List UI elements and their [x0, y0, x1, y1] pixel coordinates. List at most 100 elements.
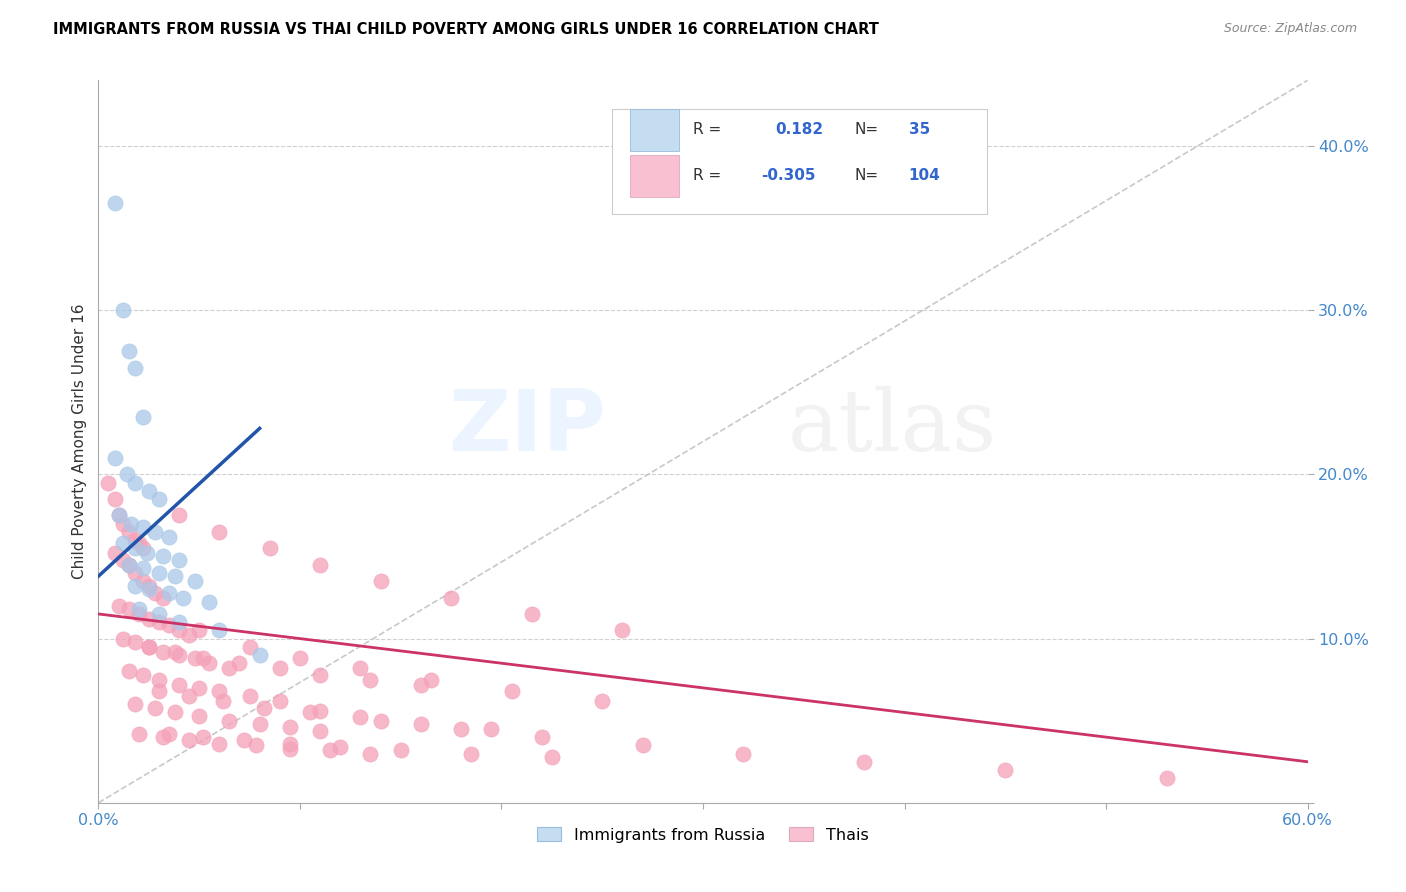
Point: [501, 684, 523, 698]
Point: [132, 520, 155, 534]
Point: [132, 561, 155, 575]
Point: [124, 635, 146, 649]
Point: [103, 450, 125, 465]
Point: [111, 303, 134, 318]
Text: N=: N=: [855, 169, 879, 184]
Point: [319, 743, 342, 757]
Point: [179, 689, 201, 703]
FancyBboxPatch shape: [630, 109, 679, 152]
Point: [994, 763, 1017, 777]
Point: [103, 491, 125, 506]
Y-axis label: Child Poverty Among Girls Under 16: Child Poverty Among Girls Under 16: [72, 304, 87, 579]
Point: [111, 516, 134, 531]
Point: [228, 657, 250, 671]
Point: [239, 689, 262, 703]
Point: [409, 677, 432, 691]
Point: [188, 624, 211, 638]
Point: [193, 730, 215, 744]
Point: [520, 607, 543, 621]
Point: [309, 723, 332, 738]
Legend: Immigrants from Russia, Thais: Immigrants from Russia, Thais: [531, 821, 875, 849]
Point: [163, 645, 186, 659]
Point: [107, 599, 129, 613]
Point: [143, 700, 166, 714]
Point: [143, 585, 166, 599]
Point: [259, 541, 281, 556]
Point: [148, 684, 170, 698]
Point: [278, 737, 301, 751]
Point: [128, 602, 150, 616]
Point: [124, 533, 146, 547]
Point: [253, 700, 276, 714]
Point: [135, 546, 157, 560]
Point: [143, 524, 166, 539]
Text: 104: 104: [908, 169, 941, 184]
Point: [167, 615, 190, 630]
Point: [370, 574, 392, 588]
Point: [450, 722, 472, 736]
Point: [481, 722, 503, 736]
Point: [409, 717, 432, 731]
Text: 0.182: 0.182: [776, 122, 824, 137]
Point: [631, 739, 654, 753]
Text: N=: N=: [855, 122, 879, 137]
Point: [118, 602, 141, 616]
Point: [157, 618, 180, 632]
Point: [530, 730, 553, 744]
Point: [128, 607, 150, 621]
Point: [179, 628, 201, 642]
Point: [208, 684, 231, 698]
Point: [360, 747, 382, 761]
Point: [163, 569, 186, 583]
Text: R =: R =: [693, 122, 721, 137]
Point: [138, 582, 160, 597]
Point: [111, 553, 134, 567]
Point: [232, 733, 254, 747]
Point: [167, 677, 190, 691]
Point: [212, 694, 235, 708]
Point: [138, 483, 160, 498]
Point: [218, 714, 240, 728]
Point: [103, 546, 125, 560]
Point: [111, 536, 134, 550]
Point: [118, 665, 141, 679]
Point: [612, 624, 634, 638]
Point: [148, 566, 170, 580]
Point: [218, 661, 240, 675]
Point: [184, 574, 207, 588]
Point: [1156, 771, 1178, 785]
Point: [124, 475, 146, 490]
Point: [124, 579, 146, 593]
Point: [278, 720, 301, 734]
Point: [540, 749, 562, 764]
Point: [208, 624, 231, 638]
Point: [132, 574, 155, 588]
FancyBboxPatch shape: [613, 109, 987, 214]
Point: [132, 667, 155, 681]
Point: [329, 739, 352, 754]
Point: [128, 727, 150, 741]
Point: [132, 409, 155, 424]
Point: [138, 612, 160, 626]
Point: [157, 727, 180, 741]
Point: [157, 585, 180, 599]
Point: [349, 661, 371, 675]
Point: [360, 673, 382, 687]
Point: [167, 648, 190, 662]
Point: [148, 673, 170, 687]
Point: [188, 708, 211, 723]
Text: IMMIGRANTS FROM RUSSIA VS THAI CHILD POVERTY AMONG GIRLS UNDER 16 CORRELATION CH: IMMIGRANTS FROM RUSSIA VS THAI CHILD POV…: [53, 22, 879, 37]
Point: [124, 360, 146, 375]
Text: 35: 35: [908, 122, 929, 137]
Point: [148, 491, 170, 506]
Point: [853, 755, 876, 769]
Text: R =: R =: [693, 169, 721, 184]
Point: [309, 704, 332, 718]
Point: [198, 657, 221, 671]
Point: [208, 524, 231, 539]
Point: [118, 344, 141, 359]
Point: [132, 541, 155, 556]
Point: [103, 196, 125, 211]
Point: [460, 747, 482, 761]
Point: [97, 475, 120, 490]
